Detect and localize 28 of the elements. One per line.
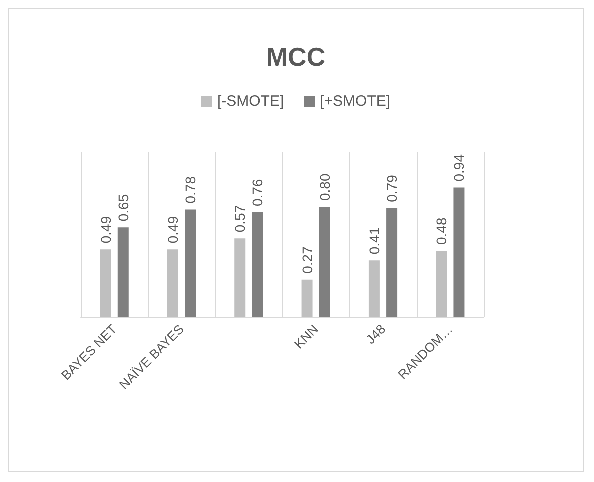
bar — [454, 188, 465, 317]
data-label: 0.78 — [182, 176, 199, 204]
legend-label: [+SMOTE] — [320, 93, 391, 110]
bar — [319, 207, 330, 317]
bar — [302, 280, 313, 317]
bar — [100, 250, 112, 317]
bar — [167, 250, 178, 317]
bar — [368, 260, 380, 317]
data-label: 0.80 — [316, 174, 333, 201]
data-label: 0.48 — [434, 218, 450, 245]
legend-label: [-SMOTE] — [217, 93, 284, 110]
bar — [118, 228, 129, 317]
data-label: 0.49 — [164, 216, 181, 244]
data-label: 0.41 — [366, 227, 382, 255]
data-label: 0.76 — [250, 179, 266, 206]
data-label: 0.57 — [232, 205, 248, 233]
data-label: 0.94 — [451, 154, 468, 182]
data-label: 0.65 — [115, 194, 132, 222]
bar — [252, 212, 264, 317]
bar — [185, 210, 196, 317]
bar — [234, 238, 246, 317]
data-label: 0.49 — [98, 216, 114, 244]
data-label: 0.79 — [384, 174, 400, 202]
bar — [386, 208, 398, 317]
x-tick-label: J48 — [363, 322, 389, 348]
bar — [436, 251, 448, 317]
data-label: 0.27 — [299, 246, 316, 274]
chart-title: MCC — [266, 42, 326, 72]
